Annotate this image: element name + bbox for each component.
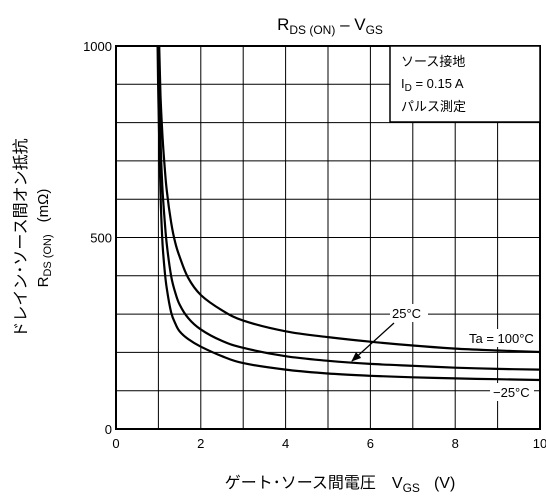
- x-tick-labels: 0 2 4 6 8 10: [112, 436, 546, 451]
- series-line-2: [156, 46, 540, 382]
- label-minus25c: −25°C: [493, 385, 530, 400]
- legend-line-3: パルス測定: [401, 99, 466, 114]
- arrow-25c: [351, 322, 395, 362]
- label-100c: Ta = 100°C: [469, 331, 534, 346]
- label-25c: 25°C: [392, 306, 421, 321]
- y-axis-label: ドレイン･ソース間オン抵抗 RDS (ON)(mΩ): [12, 138, 54, 337]
- x-tick-label: 0: [112, 436, 119, 451]
- x-tick-label: 4: [282, 436, 289, 451]
- legend-line-2: ID = 0.15 A: [401, 76, 464, 94]
- annotation-minus25c: −25°C: [490, 383, 534, 401]
- y-tick-label: 0: [105, 422, 112, 437]
- y-tick-labels: 0 500 1000: [83, 39, 112, 437]
- y-tick-label: 1000: [83, 39, 112, 54]
- y-axis-label-line-2: RDS (ON)(mΩ): [35, 189, 54, 288]
- legend-line-1: ソース接地: [401, 54, 465, 69]
- x-axis-label: ゲート･ソース間電圧 VGS (V): [225, 474, 456, 495]
- annotation-100c: Ta = 100°C: [468, 329, 536, 347]
- plot-frame: [115, 45, 541, 430]
- legend-box: ソース接地 ID = 0.15 A パルス測定: [389, 45, 541, 123]
- x-tick-label: 10: [533, 436, 546, 451]
- y-tick-label: 500: [90, 231, 112, 246]
- y-axis-label-line-1: ドレイン･ソース間オン抵抗: [12, 138, 30, 337]
- series-line-1: [157, 46, 540, 371]
- x-tick-label: 6: [367, 436, 374, 451]
- x-tick-label: 2: [197, 436, 204, 451]
- series-curves: [156, 46, 540, 382]
- grid-lines: [116, 46, 540, 429]
- x-tick-label: 8: [452, 436, 459, 451]
- chart-title: RDS (ON) – VGS: [277, 15, 383, 37]
- annotation-25c: 25°C: [351, 304, 428, 362]
- series-line-0: [158, 46, 540, 354]
